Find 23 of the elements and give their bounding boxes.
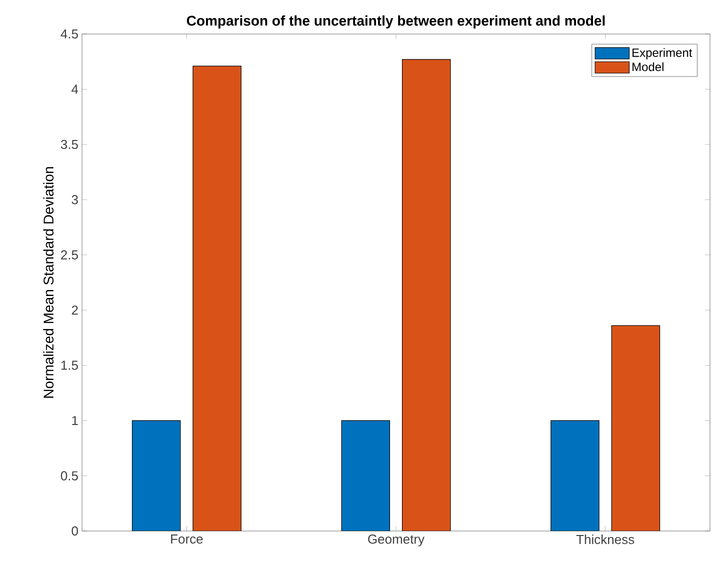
bar: [192, 66, 242, 531]
legend-label: Experiment: [632, 48, 692, 60]
x-tick-label: Force: [171, 534, 203, 544]
y-tick-label: 0.5: [60, 471, 78, 480]
bar: [132, 420, 181, 531]
x-tick-label: Geometry: [368, 534, 425, 546]
y-tick-label: 0: [72, 526, 78, 536]
y-tick-label: 2.5: [61, 250, 78, 260]
bar: [402, 59, 451, 531]
x-tick-label: Thickness: [576, 534, 634, 544]
bar: [341, 420, 390, 531]
bar: [611, 325, 660, 531]
y-tick-label: 2: [72, 306, 78, 315]
y-tick-label: 4.5: [60, 29, 78, 39]
y-tick-label: 4: [72, 84, 78, 94]
y-tick-label: 1.5: [61, 360, 78, 370]
y-tick-label: 1: [72, 416, 78, 426]
legend-label: Model: [632, 62, 664, 72]
y-axis-title: Normalized Mean Standard Deviation: [43, 167, 54, 398]
y-tick-label: 3.5: [60, 140, 78, 150]
bar: [550, 420, 600, 531]
y-tick-label: 3: [72, 195, 78, 204]
chart-title: Comparison of the uncertaintly between experiment and model: [186, 15, 605, 28]
